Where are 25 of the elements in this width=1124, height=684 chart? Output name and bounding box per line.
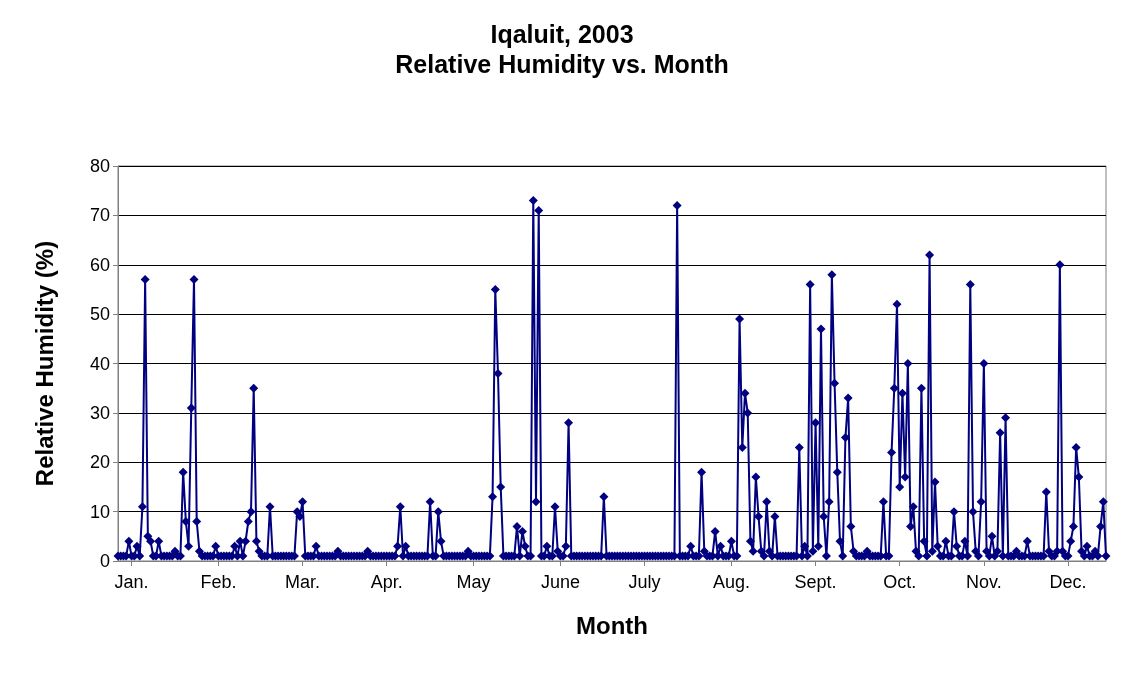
x-tick-label: Aug.	[712, 572, 750, 592]
x-tick-label: Feb.	[200, 572, 237, 592]
y-tick-label: 80	[89, 156, 110, 176]
x-axis-title: Month	[576, 611, 648, 639]
y-tick-label: 40	[89, 353, 110, 374]
x-tick-label: Nov.	[966, 572, 1002, 592]
x-tick-label: Jan.	[114, 572, 149, 592]
y-tick-label: 60	[89, 254, 110, 275]
y-tick-label: 50	[89, 304, 110, 325]
x-tick-label: Dec.	[1049, 572, 1087, 592]
y-tick-label: 20	[89, 452, 110, 473]
x-tick-label: Apr.	[370, 572, 403, 592]
x-tick-label: May	[456, 572, 491, 592]
x-tick-label: June	[540, 572, 580, 592]
y-tick-label: 10	[89, 501, 110, 522]
chart-title: Iqaluit, 2003	[490, 19, 634, 48]
y-axis-title: Relative Humidity (%)	[30, 240, 58, 487]
y-tick-label: 0	[99, 551, 110, 571]
x-tick-label: Mar.	[285, 572, 321, 592]
chart-subtitle: Relative Humidity vs. Month	[395, 49, 729, 78]
y-tick-label: 30	[89, 402, 110, 423]
y-tick-label: 70	[89, 205, 110, 226]
x-tick-label: Oct.	[883, 572, 917, 592]
x-tick-label: Sept.	[794, 572, 837, 592]
x-tick-label: July	[628, 572, 661, 592]
